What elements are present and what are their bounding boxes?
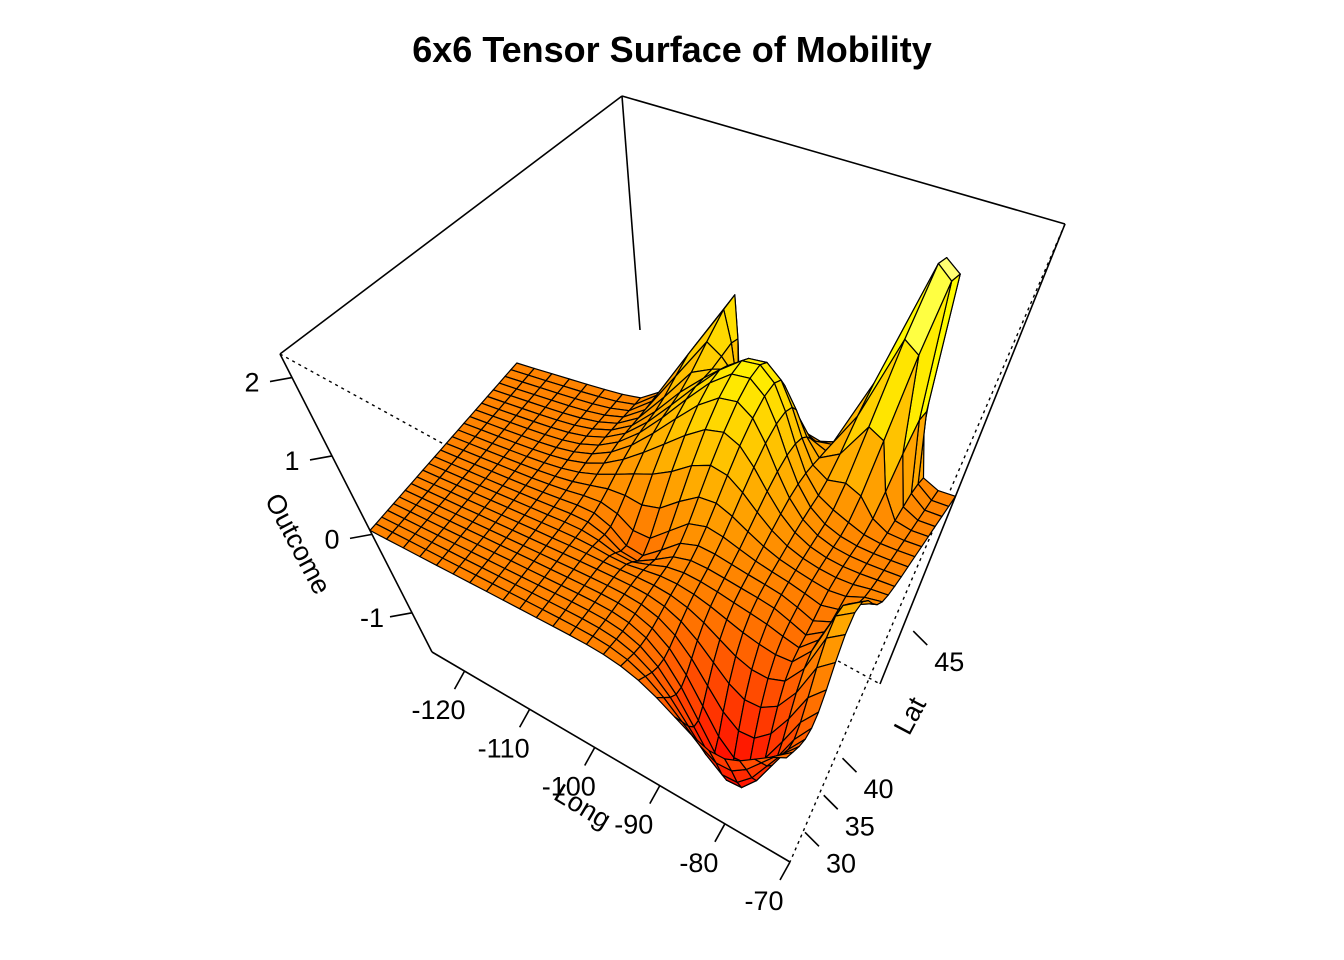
y-tick-label: 30 [826, 848, 856, 878]
x-tick-label: -90 [614, 810, 653, 840]
box-edge [621, 95, 641, 331]
y-axis-label: Lat [888, 692, 932, 740]
x-tick-label: -100 [542, 771, 596, 801]
y-tick [823, 794, 839, 810]
x-tick [779, 861, 791, 881]
y-tick [912, 630, 928, 646]
x-tick [453, 670, 466, 690]
surface-mesh [369, 257, 961, 789]
box-edge-hidden [279, 353, 881, 685]
x-tick-label: -120 [412, 695, 466, 725]
z-tick [309, 455, 333, 461]
box-edge [621, 95, 1066, 225]
z-tick-label: 1 [284, 446, 299, 476]
surface-facet [769, 751, 794, 759]
x-tick [584, 747, 596, 766]
z-tick-label: 0 [324, 524, 339, 554]
x-tick-label: -70 [744, 886, 783, 916]
y-tick-label: 35 [845, 811, 875, 841]
chart-title: 6x6 Tensor Surface of Mobility [412, 29, 931, 70]
box-edge [879, 223, 1066, 685]
y-tick [804, 831, 820, 847]
box-edge [279, 95, 623, 355]
z-tick-label: 2 [244, 368, 259, 398]
x-tick-label: -110 [478, 733, 530, 763]
box-edges [279, 95, 1066, 863]
axes: -120 -110 -100 -90 -80 -70 30 35 40 45 -1 0 1 2 [244, 368, 964, 916]
z-tick [269, 376, 293, 383]
x-tick [714, 823, 726, 843]
box-edge [431, 651, 791, 863]
y-tick-label: 45 [934, 647, 964, 677]
x-tick [518, 708, 531, 728]
x-tick-label: -80 [679, 848, 718, 878]
y-tick-label: 40 [863, 774, 893, 804]
y-tick [841, 757, 858, 773]
box-edge [279, 353, 433, 653]
z-tick-label: -1 [360, 603, 384, 633]
x-tick [649, 785, 661, 805]
z-tick [389, 612, 413, 618]
box-hidden-edges [279, 223, 1066, 863]
z-tick [349, 533, 373, 540]
